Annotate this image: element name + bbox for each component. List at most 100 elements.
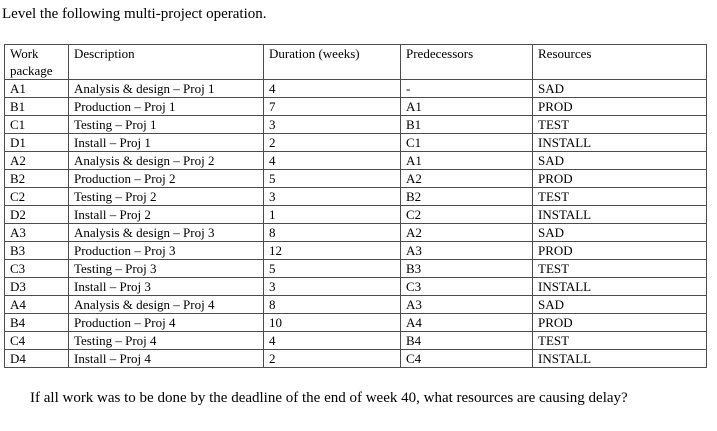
resources-cell: TEST — [532, 331, 707, 350]
work-package-cell: B1 — [4, 97, 69, 116]
column-header-predecessors: Predecessors — [400, 44, 533, 80]
table-body: A1 Analysis & design – Proj 1 4- SAD B1 Produ… — [4, 79, 707, 368]
work-package-table: Work package Description Duration (weeks) P… — [4, 44, 707, 368]
table-row: C4 Testing – Proj 4 4 B4 TEST — [4, 331, 707, 350]
description-cell: Production – Proj 3 — [68, 241, 264, 260]
resources-cell: INSTALL — [532, 205, 707, 224]
resources-cell: PROD — [532, 313, 707, 332]
work-package-cell: D2 — [4, 205, 69, 224]
description-cell: Install – Proj 4 — [68, 349, 264, 368]
work-package-cell: A1 — [4, 79, 69, 98]
work-package-cell: B4 — [4, 313, 69, 332]
table-row: C1 Testing – Proj 1 3 B1 TEST — [4, 115, 707, 134]
predecessors-cell: A3 — [400, 241, 533, 260]
work-package-cell: A3 — [4, 223, 69, 242]
resources-cell: PROD — [532, 241, 707, 260]
predecessors-cell: A2 — [400, 223, 533, 242]
predecessors-cell: B3 — [400, 259, 533, 278]
table-row: B3 Production – Proj 3 12 A3 PROD — [4, 241, 707, 260]
table-row: A4 Analysis & design – Proj 4 8 A3 SAD — [4, 295, 707, 314]
duration-cell: 2 — [263, 349, 401, 368]
resources-cell: SAD — [532, 79, 707, 98]
table-row: D4 Install – Proj 4 2 C4 INSTALL — [4, 349, 707, 368]
table-row: C3 Testing – Proj 3 5 B3 TEST — [4, 259, 707, 278]
predecessors-cell: - — [400, 79, 533, 98]
resources-cell: TEST — [532, 115, 707, 134]
duration-cell: 2 — [263, 133, 401, 152]
predecessors-cell: A3 — [400, 295, 533, 314]
predecessors-cell: C1 — [400, 133, 533, 152]
description-cell: Analysis & design – Proj 4 — [68, 295, 264, 314]
table-row: A3 Analysis & design – Proj 3 8 A2 SAD — [4, 223, 707, 242]
table-row: D3 Install – Proj 3 3 C3 INSTALL — [4, 277, 707, 296]
table-row: A2 Analysis & design – Proj 2 4 A1 SAD — [4, 151, 707, 170]
work-package-cell: B2 — [4, 169, 69, 188]
duration-cell: 5 — [263, 259, 401, 278]
work-package-cell: D1 — [4, 133, 69, 152]
resources-cell: PROD — [532, 97, 707, 116]
column-header-duration: Duration (weeks) — [263, 44, 401, 80]
description-cell: Analysis & design – Proj 1 — [68, 79, 264, 98]
resources-cell: TEST — [532, 259, 707, 278]
duration-cell: 10 — [263, 313, 401, 332]
predecessors-cell: C4 — [400, 349, 533, 368]
predecessors-cell: A1 — [400, 97, 533, 116]
predecessors-cell: C3 — [400, 277, 533, 296]
work-package-cell: D3 — [4, 277, 69, 296]
duration-cell: 8 — [263, 223, 401, 242]
predecessors-cell: A1 — [400, 151, 533, 170]
description-cell: Production – Proj 2 — [68, 169, 264, 188]
table-row: B2 Production – Proj 2 5 A2 PROD — [4, 169, 707, 188]
resources-cell: SAD — [532, 151, 707, 170]
resources-cell: INSTALL — [532, 277, 707, 296]
resources-cell: TEST — [532, 187, 707, 206]
column-header-work-package: Work package — [4, 44, 69, 80]
duration-cell: 4 — [263, 79, 401, 98]
description-cell: Production – Proj 1 — [68, 97, 264, 116]
column-header-resources: Resources — [532, 44, 707, 80]
duration-cell: 5 — [263, 169, 401, 188]
predecessors-cell: B2 — [400, 187, 533, 206]
duration-cell: 12 — [263, 241, 401, 260]
description-cell: Production – Proj 4 — [68, 313, 264, 332]
description-cell: Analysis & design – Proj 2 — [68, 151, 264, 170]
work-package-cell: C1 — [4, 115, 69, 134]
duration-cell: 4 — [263, 331, 401, 350]
predecessors-cell: A2 — [400, 169, 533, 188]
work-package-cell: D4 — [4, 349, 69, 368]
duration-cell: 3 — [263, 115, 401, 134]
table-row: D1 Install – Proj 1 2 C1 INSTALL — [4, 133, 707, 152]
description-cell: Testing – Proj 2 — [68, 187, 264, 206]
description-cell: Install – Proj 3 — [68, 277, 264, 296]
resources-cell: SAD — [532, 295, 707, 314]
work-package-cell: B3 — [4, 241, 69, 260]
duration-cell: 7 — [263, 97, 401, 116]
question-text: If all work was to be done by the deadli… — [30, 390, 628, 406]
resources-cell: INSTALL — [532, 133, 707, 152]
table-row: B1 Production – Proj 1 7 A1 PROD — [4, 97, 707, 116]
description-cell: Testing – Proj 3 — [68, 259, 264, 278]
resources-cell: PROD — [532, 169, 707, 188]
duration-cell: 8 — [263, 295, 401, 314]
duration-cell: 3 — [263, 187, 401, 206]
predecessors-cell: B4 — [400, 331, 533, 350]
predecessors-cell: A4 — [400, 313, 533, 332]
predecessors-cell: C2 — [400, 205, 533, 224]
column-header-description: Description — [68, 44, 264, 80]
table-row: C2 Testing – Proj 2 3 B2 TEST — [4, 187, 707, 206]
description-cell: Testing – Proj 4 — [68, 331, 264, 350]
predecessors-cell: B1 — [400, 115, 533, 134]
work-package-cell: A4 — [4, 295, 69, 314]
work-package-cell: C3 — [4, 259, 69, 278]
resources-cell: INSTALL — [532, 349, 707, 368]
duration-cell: 4 — [263, 151, 401, 170]
duration-cell: 3 — [263, 277, 401, 296]
work-package-cell: A2 — [4, 151, 69, 170]
table-row: D2 Install – Proj 2 1 C2 INSTALL — [4, 205, 707, 224]
page-title: Level the following multi-project operat… — [2, 6, 267, 22]
table-row: A1 Analysis & design – Proj 1 4- SAD — [4, 79, 707, 98]
work-package-cell: C4 — [4, 331, 69, 350]
table-header-row: Work package Description Duration (weeks) P… — [4, 44, 707, 80]
work-package-cell: C2 — [4, 187, 69, 206]
